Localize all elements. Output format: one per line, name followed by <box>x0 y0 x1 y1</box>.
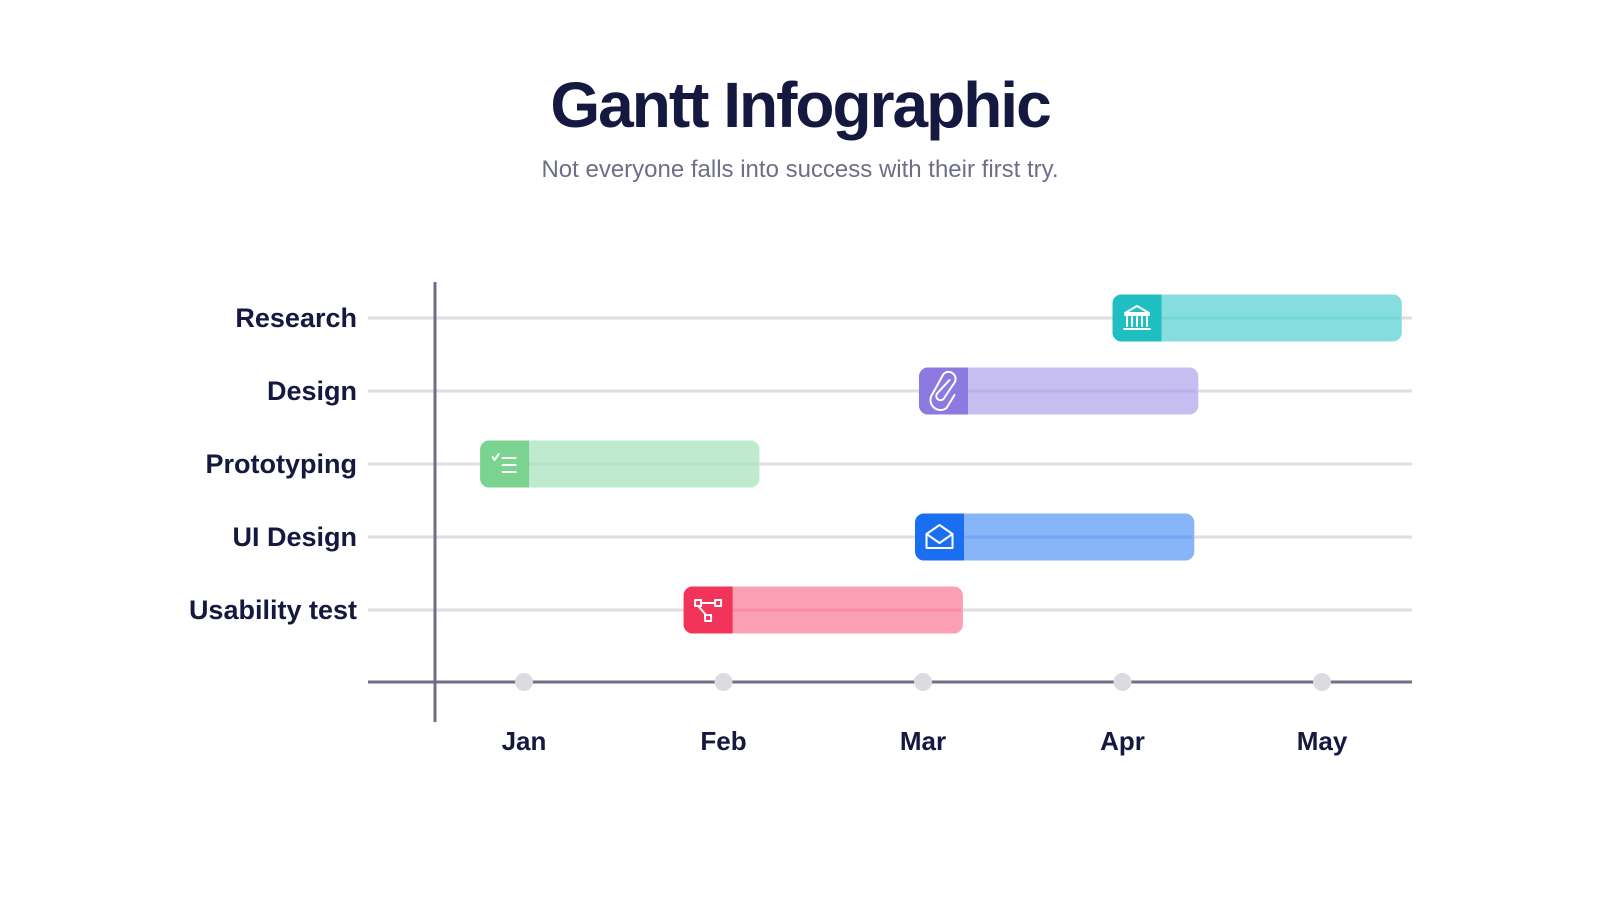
task-bar[interactable] <box>683 586 963 634</box>
page-title: Gantt Infographic <box>550 69 1051 141</box>
task-icon-block <box>683 586 733 634</box>
month-label: Feb <box>700 726 746 756</box>
month-label: Jan <box>502 726 547 756</box>
task-bar[interactable] <box>915 513 1195 561</box>
page-subtitle: Not everyone falls into success with the… <box>541 156 1059 183</box>
flowchart-icon <box>694 599 723 622</box>
paperclip-icon <box>929 370 957 411</box>
envelope-icon <box>925 524 954 549</box>
task-label: Design <box>267 376 357 406</box>
month-tick <box>714 673 733 691</box>
task-label: Prototyping <box>206 449 357 479</box>
task-icon-block <box>915 513 965 561</box>
bank-icon <box>1123 305 1152 330</box>
month-label: Mar <box>900 726 946 756</box>
month-tick <box>1113 673 1132 691</box>
task-bar[interactable] <box>1112 294 1402 342</box>
month-tick <box>515 673 533 691</box>
month-tick <box>914 673 932 691</box>
task-bar[interactable] <box>919 367 1199 415</box>
month-label: Apr <box>1100 726 1145 756</box>
task-label: Research <box>235 303 357 333</box>
task-label: UI Design <box>232 522 357 552</box>
task-label: Usability test <box>189 595 357 625</box>
task-bar[interactable] <box>480 440 760 488</box>
month-label: May <box>1297 726 1348 756</box>
checklist-icon <box>491 453 517 473</box>
month-tick <box>1313 673 1331 691</box>
